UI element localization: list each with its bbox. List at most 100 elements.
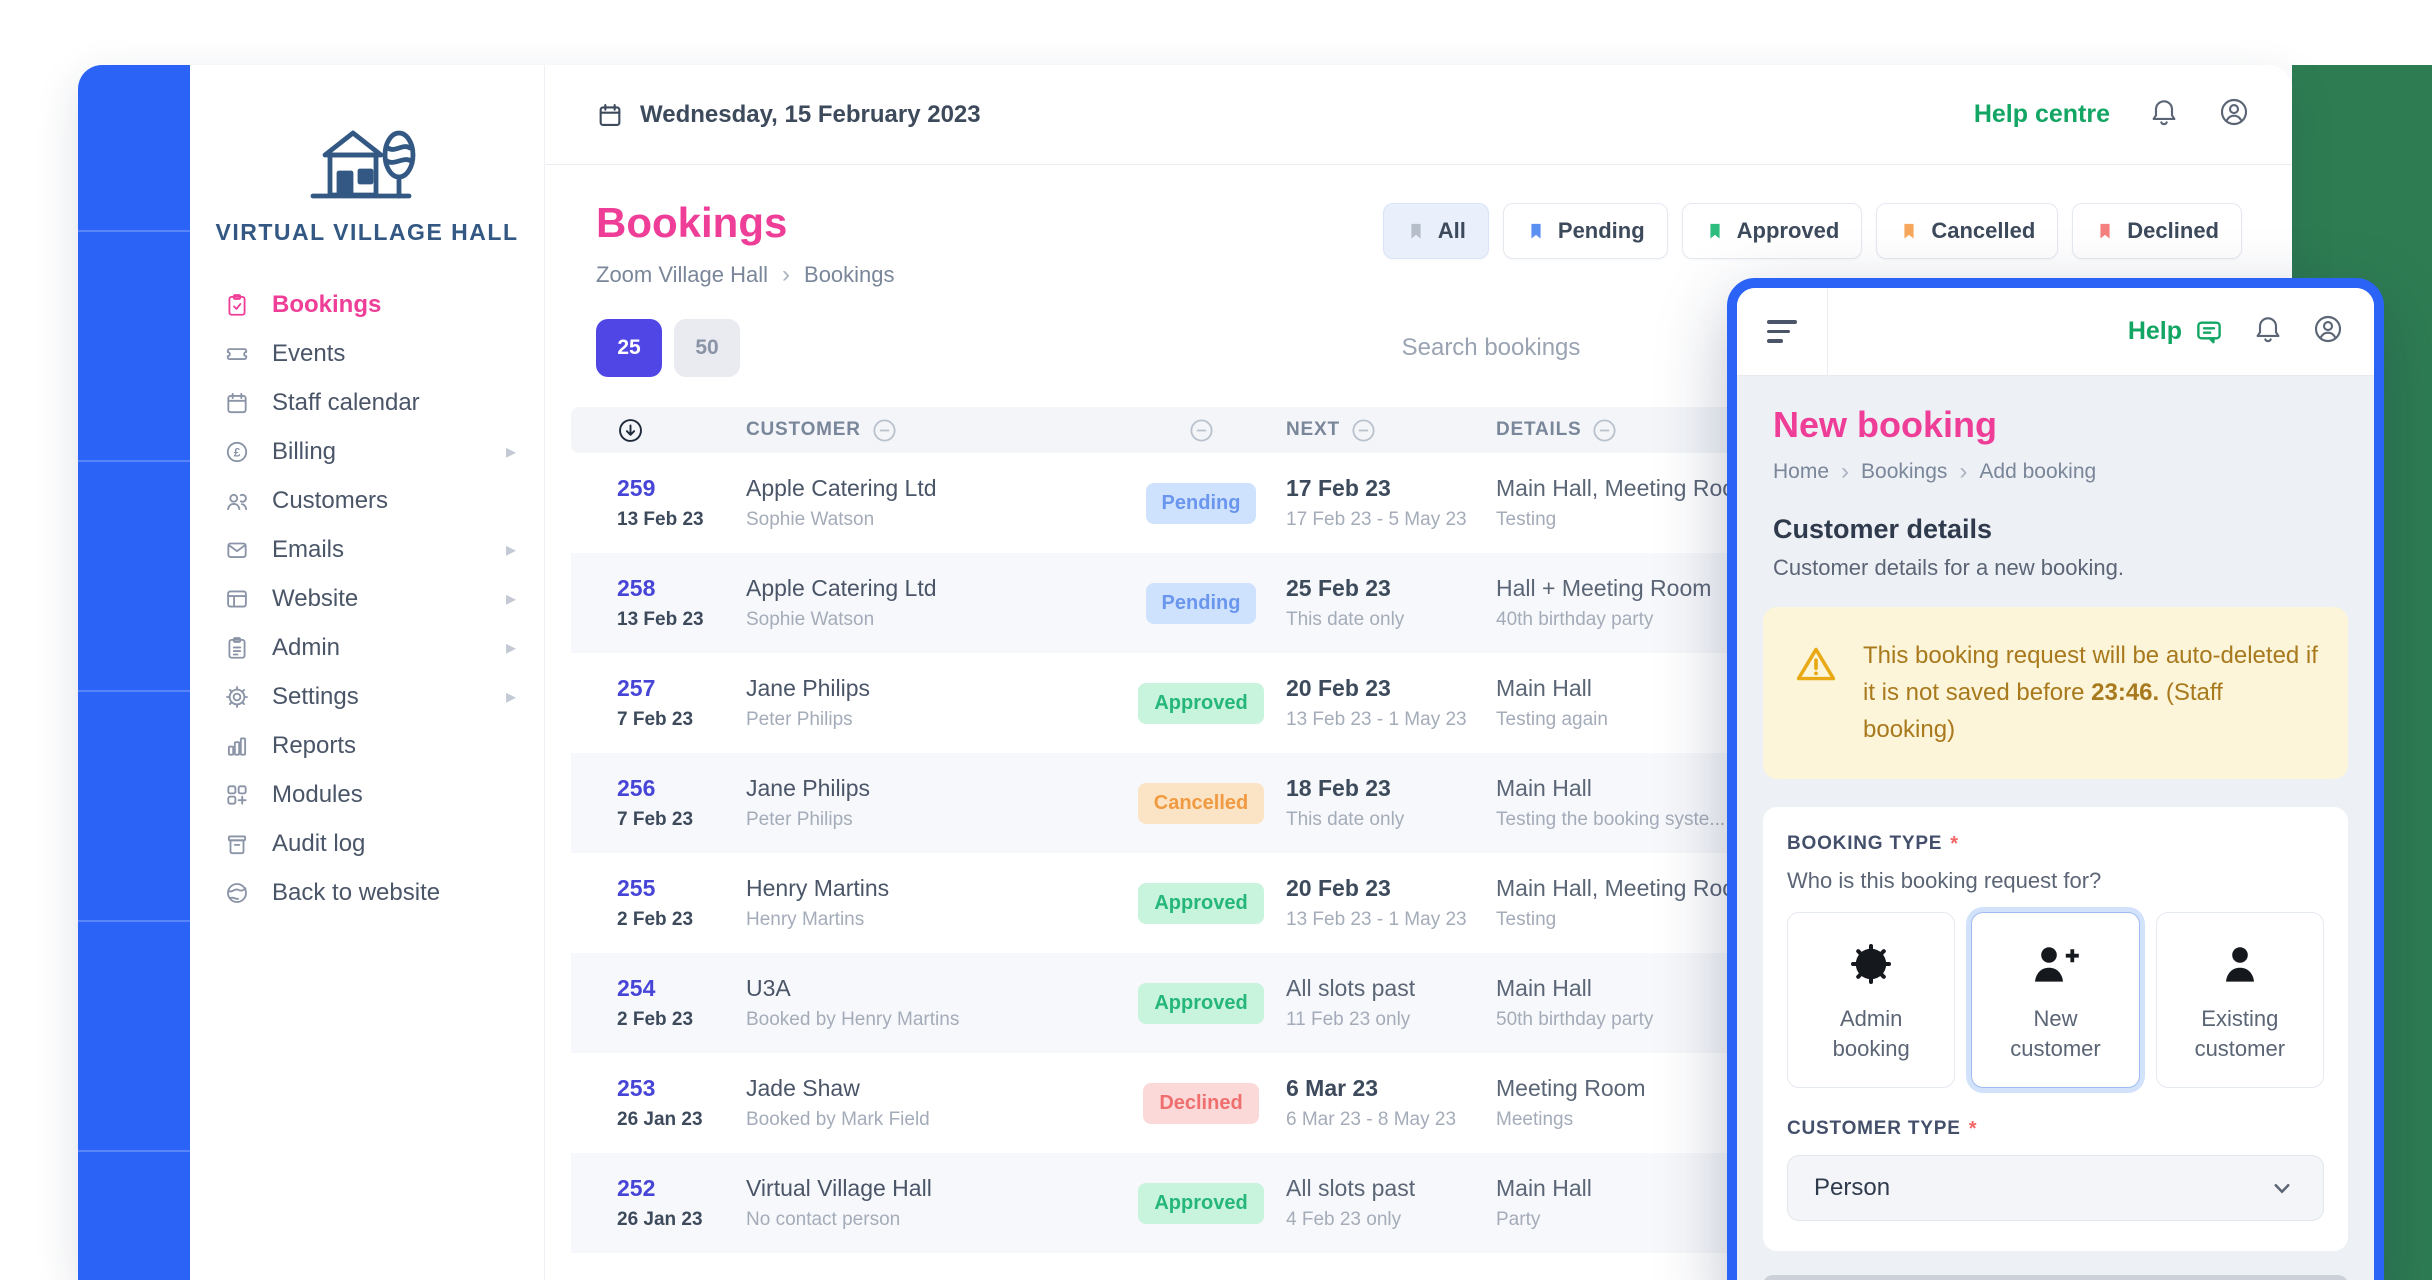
clipboard-list-icon [228,636,246,659]
help-link[interactable]: Help [2128,317,2224,347]
table-row[interactable]: 257 7 Feb 23 Jane Philips Peter Philips Ap… [571,653,2267,753]
filter-pending[interactable]: Pending [1502,203,1668,259]
user-plus-icon [2029,936,2081,992]
filter-approved[interactable]: Approved [1681,203,1863,259]
collapsed-section-bar[interactable] [1763,1274,2348,1280]
option-new-customer[interactable]: New customer [1971,911,2140,1088]
sidebar-item-customers[interactable]: Customers [190,476,544,525]
logo-text: VIRTUAL VILLAGE HALL [215,219,519,245]
option-existing-customer[interactable]: Existing customer [2155,911,2324,1088]
breadcrumb-item[interactable]: Home [1773,460,1830,483]
next-date: All slots past [1286,1175,1416,1201]
current-date: Wednesday, 15 February 2023 [596,101,981,129]
details-note: 50th birthday party [1496,1009,1654,1030]
status-badge: Approved [1138,882,1264,924]
page-size-25-button[interactable]: 25 [596,319,662,377]
next-date: 20 Feb 23 [1286,875,1391,901]
user-circle-icon [2220,98,2248,126]
account-button[interactable] [2312,313,2344,350]
booking-type-label: BOOKING TYPE * [1787,832,1959,855]
booking-id[interactable]: 258 [617,575,656,601]
booking-id[interactable]: 253 [617,1075,656,1101]
booking-id[interactable]: 256 [617,775,656,801]
sidebar-item-label: Admin [272,633,341,661]
village-hall-logo-icon [310,130,416,199]
page-size-50-button[interactable]: 50 [674,319,740,377]
bookmark-icon [1411,223,1421,239]
breadcrumb: Zoom Village Hall › Bookings [596,261,895,289]
notifications-button[interactable] [2148,96,2180,133]
panel-breadcrumb: Home › Bookings › Add booking [1773,458,2338,486]
booking-id[interactable]: 259 [617,475,656,501]
booking-id[interactable]: 254 [617,975,656,1001]
minus-circle-icon[interactable] [1591,417,1618,444]
bookmark-icon [2100,223,2110,239]
breadcrumb-item: Bookings [804,262,895,287]
customer-name: Henry Martins [746,875,890,901]
breadcrumb-item[interactable]: Bookings [1861,460,1948,483]
minus-circle-icon[interactable] [1350,417,1377,444]
minus-circle-icon[interactable] [1188,417,1215,444]
sidebar-item-admin[interactable]: Admin ▸ [190,623,544,672]
details-note: Testing the booking syste... [1496,809,1726,830]
column-header-status[interactable] [1116,417,1286,444]
customer-name: Jade Shaw [746,1075,860,1101]
customer-type-select[interactable]: Person [1787,1154,2324,1221]
details-rooms: Hall + Meeting Room [1496,575,1712,601]
table-row[interactable]: 255 2 Feb 23 Henry Martins Henry Martins A… [571,853,2267,953]
bookmark-icon [1531,223,1541,239]
table-row[interactable]: 253 26 Jan 23 Jade Shaw Booked by Mark Fie… [571,1053,2267,1153]
breadcrumb-separator: › [782,261,791,288]
option-admin-booking[interactable]: Admin booking [1787,911,1956,1088]
booking-created-date: 13 Feb 23 [617,509,704,530]
sidebar-item-back-to-website[interactable]: Back to website [190,868,544,917]
modules-grid-icon [227,784,247,805]
sidebar-item-label: Events [272,339,346,367]
filter-cancelled[interactable]: Cancelled [1876,203,2059,259]
table-row[interactable]: 259 13 Feb 23 Apple Catering Ltd Sophie Wa… [571,453,2267,553]
booking-id[interactable]: 252 [617,1175,656,1201]
minus-circle-icon[interactable] [871,417,898,444]
gear-icon [1847,936,1895,992]
section-subtitle: Customer details for a new booking. [1773,555,2124,580]
table-row[interactable]: 256 7 Feb 23 Jane Philips Peter Philips Ca… [571,753,2267,853]
details-rooms: Main Hall [1496,1175,1592,1201]
sidebar-item-bookings[interactable]: Bookings [190,280,544,329]
sidebar-item-staff-calendar[interactable]: Staff calendar [190,378,544,427]
sidebar-item-settings[interactable]: Settings ▸ [190,672,544,721]
column-header-details[interactable]: DETAILS [1496,417,1856,444]
filter-declined[interactable]: Declined [2072,203,2242,259]
chevron-right-icon: ▸ [505,441,516,463]
filter-all[interactable]: All [1382,203,1489,259]
booking-id[interactable]: 255 [617,875,656,901]
menu-icon[interactable] [1767,320,1797,343]
booking-form-card: BOOKING TYPE * Who is this booking reques… [1763,806,2348,1251]
divider [1827,288,1828,376]
sidebar-item-modules[interactable]: Modules [190,770,544,819]
sidebar-item-audit-log[interactable]: Audit log [190,819,544,868]
sidebar-item-label: Website [272,584,359,612]
option-label: Existing customer [2194,1005,2286,1061]
sidebar-item-reports[interactable]: Reports [190,721,544,770]
column-header-customer[interactable]: CUSTOMER [716,417,1116,444]
details-note: Testing [1496,509,1557,530]
booking-id[interactable]: 257 [617,675,656,701]
sidebar-item-billing[interactable]: £ Billing ▸ [190,427,544,476]
warning-triangle-icon [1796,647,1836,681]
svg-text:£: £ [234,445,241,459]
topbar: Wednesday, 15 February 2023 Help centre [546,65,2292,165]
breadcrumb-item[interactable]: Zoom Village Hall [596,262,769,287]
sort-button[interactable] [571,417,716,444]
sidebar-item-website[interactable]: Website ▸ [190,574,544,623]
column-header-next[interactable]: NEXT [1286,417,1496,444]
status-badge: Approved [1138,1182,1264,1224]
help-centre-link[interactable]: Help centre [1973,100,2110,128]
next-date: 6 Mar 23 [1286,1075,1379,1101]
account-button[interactable] [2218,96,2250,133]
warning-deadline: 23:46. [2091,679,2160,707]
sidebar-item-emails[interactable]: Emails ▸ [190,525,544,574]
customer-name: Jane Philips [746,775,871,801]
notifications-button[interactable] [2252,313,2284,350]
blue-rail [78,65,190,1280]
sidebar-item-events[interactable]: Events [190,329,544,378]
